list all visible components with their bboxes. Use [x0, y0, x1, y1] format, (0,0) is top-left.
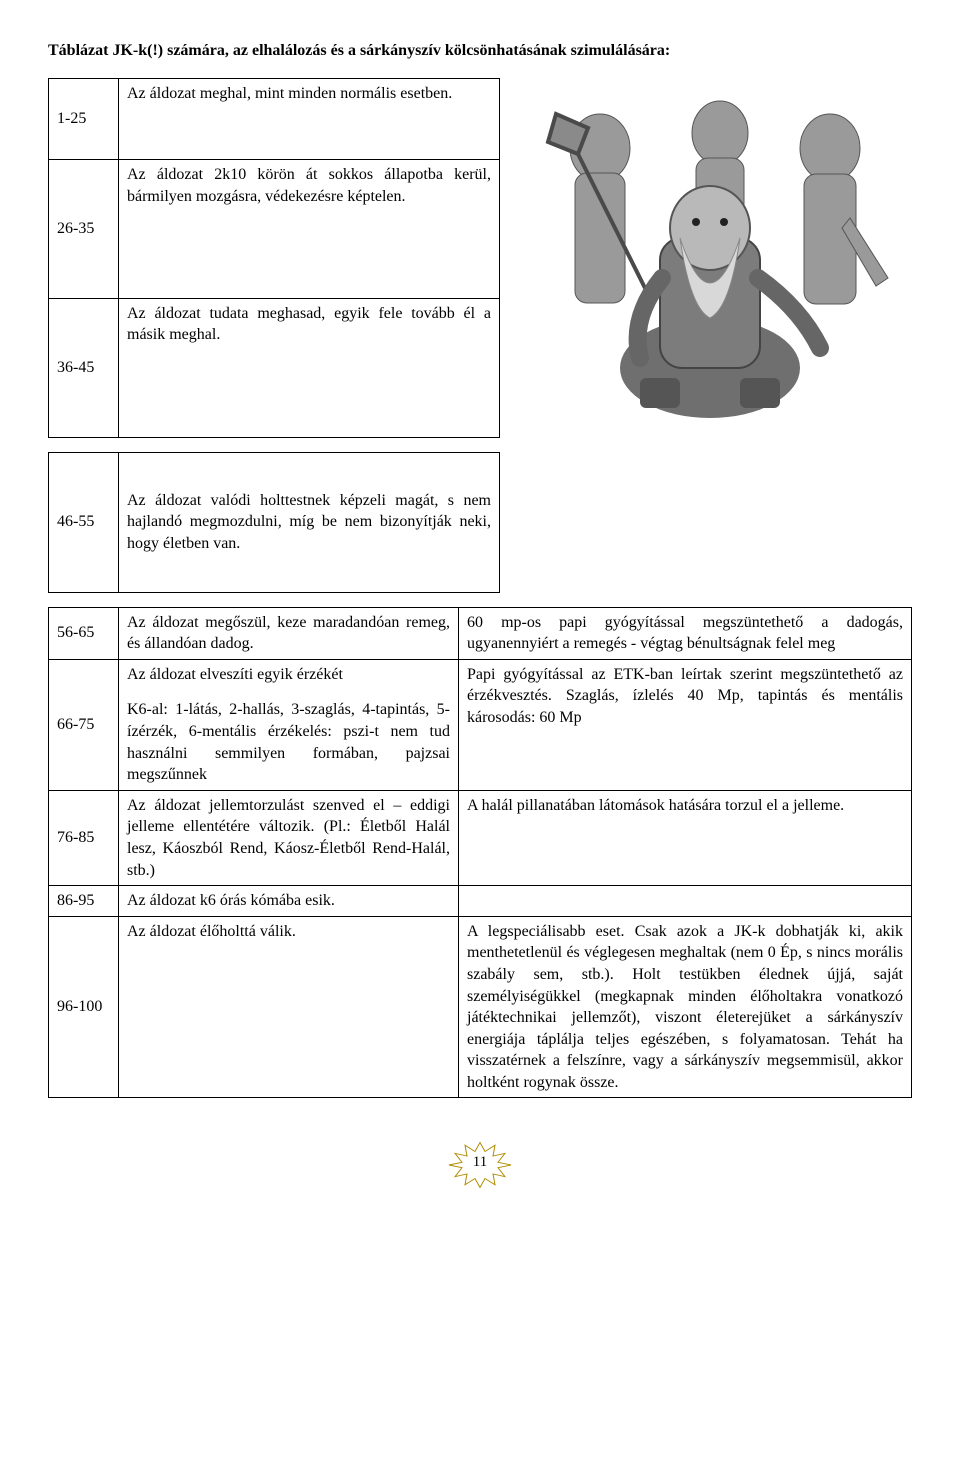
- effect-cell: A legspeciálisabb eset. Csak azok a JK-k…: [459, 916, 912, 1098]
- effect-cell: 60 mp-os papi gyógyítással megszüntethet…: [459, 607, 912, 659]
- desc-cell: Az áldozat elveszíti egyik érzékét K6-al:…: [119, 659, 459, 790]
- table-row: 56-65Az áldozat megőszül, keze maradandó…: [49, 607, 912, 659]
- table-row: 36-45Az áldozat tudata meghasad, egyik f…: [49, 298, 500, 437]
- range-cell: 86-95: [49, 886, 119, 917]
- range-cell: 46-55: [49, 452, 119, 592]
- table-row: 26-35Az áldozat 2k10 körön át sokkos áll…: [49, 159, 500, 298]
- table-row: 46-55 Az áldozat valódi holttestnek képz…: [49, 452, 500, 592]
- undead-dwarf-icon: [520, 78, 900, 438]
- desc-cell: Az áldozat élőholttá válik.: [119, 916, 459, 1098]
- desc-line: Az áldozat elveszíti egyik érzékét: [127, 664, 450, 686]
- range-cell: 96-100: [49, 916, 119, 1098]
- desc-line: K6-al: 1-látás, 2-hallás, 3-szaglás, 4-t…: [127, 699, 450, 785]
- desc-cell: Az áldozat meghal, mint minden normális …: [119, 78, 500, 159]
- page-number: 11: [48, 1138, 912, 1195]
- table-row: 86-95Az áldozat k6 órás kómába esik.: [49, 886, 912, 917]
- desc-cell: Az áldozat k6 órás kómába esik.: [119, 886, 459, 917]
- page-number-text: 11: [445, 1152, 515, 1172]
- table-row: 1-25Az áldozat meghal, mint minden normá…: [49, 78, 500, 159]
- desc-cell: Az áldozat 2k10 körön át sokkos állapotb…: [119, 159, 500, 298]
- range-cell: 36-45: [49, 298, 119, 437]
- effect-cell: [459, 886, 912, 917]
- range-cell: 66-75: [49, 659, 119, 790]
- top-section: 1-25Az áldozat meghal, mint minden normá…: [48, 78, 912, 438]
- range-cell: 26-35: [49, 159, 119, 298]
- range-cell: 1-25: [49, 78, 119, 159]
- desc-cell: Az áldozat tudata meghasad, egyik fele t…: [119, 298, 500, 437]
- desc-cell: Az áldozat valódi holttestnek képzeli ma…: [119, 452, 500, 592]
- range-cell: 56-65: [49, 607, 119, 659]
- desc-cell: Az áldozat megőszül, keze maradandóan re…: [119, 607, 459, 659]
- desc-cell: Az áldozat jellemtorzulást szenved el – …: [119, 790, 459, 885]
- table-row: 96-100Az áldozat élőholttá válik.A legsp…: [49, 916, 912, 1098]
- page-title: Táblázat JK-k(!) számára, az elhalálozás…: [48, 40, 912, 62]
- table-row: 76-85Az áldozat jellemtorzulást szenved …: [49, 790, 912, 885]
- range-cell: 76-85: [49, 790, 119, 885]
- table-row: 66-75 Az áldozat elveszíti egyik érzékét K…: [49, 659, 912, 790]
- mid-table: 46-55 Az áldozat valódi holttestnek képz…: [48, 452, 500, 593]
- effect-cell: A halál pillanatában látomások hatására …: [459, 790, 912, 885]
- bottom-table: 56-65Az áldozat megőszül, keze maradandó…: [48, 607, 912, 1099]
- top-table: 1-25Az áldozat meghal, mint minden normá…: [48, 78, 500, 438]
- effect-cell: Papi gyógyítással az ETK-ban leírtak sze…: [459, 659, 912, 790]
- illustration-undead: [508, 78, 912, 438]
